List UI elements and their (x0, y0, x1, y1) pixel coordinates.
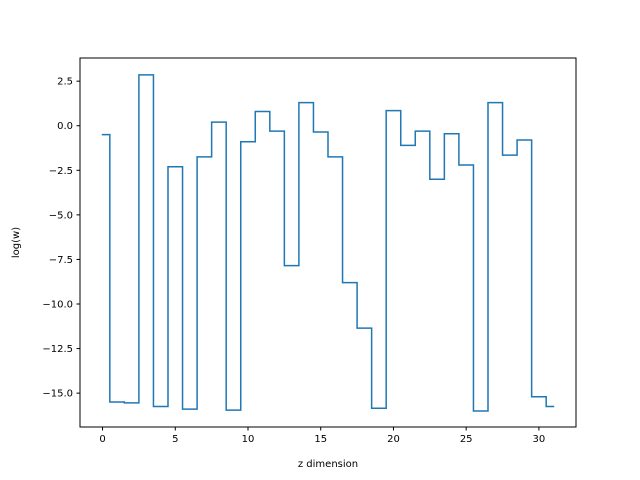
y-tick-label: −12.5 (42, 344, 73, 355)
x-tick-label: 25 (460, 434, 473, 445)
x-tick-label: 0 (99, 434, 105, 445)
y-tick-label: 0.0 (57, 121, 73, 132)
x-tick-label: 30 (533, 434, 546, 445)
x-tick-label: 15 (314, 434, 327, 445)
y-tick-label: 2.5 (57, 77, 73, 88)
y-axis-label: log(w) (11, 227, 22, 258)
x-axis-label: z dimension (298, 459, 358, 470)
x-tick-label: 5 (172, 434, 178, 445)
y-tick-label: −7.5 (49, 255, 73, 266)
y-tick-label: −10.0 (42, 300, 73, 311)
axes-frame (79, 57, 577, 428)
x-tick-label: 10 (242, 434, 255, 445)
y-tick-label: −15.0 (42, 389, 73, 400)
y-tick-label: −5.0 (49, 210, 73, 221)
y-tick-label: −2.5 (49, 166, 73, 177)
plot-area (101, 74, 555, 412)
series-line-0 (101, 74, 555, 412)
x-axis-ticks: 0 5 10 15 20 25 30 (99, 427, 545, 445)
x-tick-label: 20 (387, 434, 400, 445)
y-axis-ticks: 2.5 0.0 −2.5 −5.0 −7.5 −10.0 −12.5 −15.0 (42, 77, 80, 400)
